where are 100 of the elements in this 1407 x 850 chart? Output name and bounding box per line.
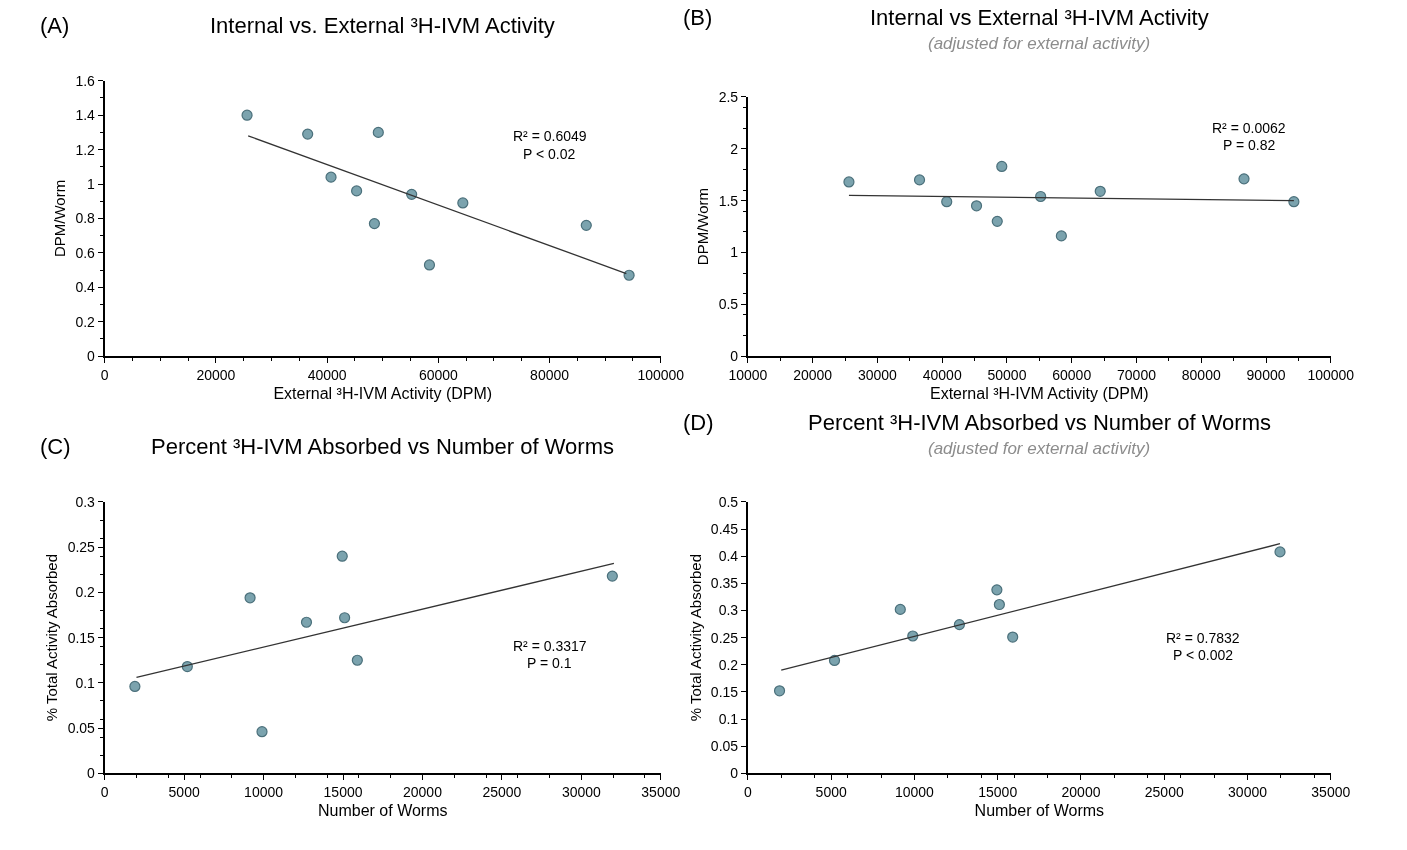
x-tick-label: 30000 [1228, 784, 1268, 801]
x-tick-label: 25000 [1144, 784, 1184, 801]
chart-title: Percent ³H-IVM Absorbed vs Number of Worms [808, 410, 1271, 435]
point [991, 215, 1003, 227]
y-axis-title: DPM/Worm [51, 179, 69, 258]
x-tick-label: 5000 [815, 784, 847, 801]
point [993, 598, 1005, 611]
y-tick-label: 1 [730, 244, 739, 261]
point [129, 680, 141, 693]
annotation: P = 0.82 [1223, 137, 1276, 153]
chart-title: Internal vs. External ³H-IVM Activity [210, 13, 555, 38]
y-tick-label: 1.2 [75, 141, 96, 158]
x-tick-label: 100000 [1307, 366, 1355, 383]
x-tick-label: 40000 [307, 366, 347, 383]
point [325, 171, 337, 183]
y-tick-label: 0.1 [718, 710, 739, 727]
x-tick-label: 0 [100, 366, 109, 383]
y-tick-label: 0 [730, 765, 739, 782]
point [336, 550, 348, 562]
y-tick-label: 0.8 [75, 210, 96, 227]
y-tick-label: 0.25 [67, 539, 96, 556]
point [423, 259, 436, 271]
x-tick-label: 35000 [1311, 784, 1351, 801]
point [1094, 185, 1106, 197]
point [339, 612, 351, 624]
x-tick-label: 5000 [168, 784, 200, 801]
y-tick-label: 0.4 [718, 548, 739, 565]
point [580, 219, 592, 231]
point [623, 269, 635, 281]
x-tick-label: 10000 [728, 366, 768, 383]
point [996, 160, 1008, 173]
x-axis-title: External ³H-IVM Activity (DPM) [930, 385, 1149, 403]
x-tick-label: 20000 [793, 366, 833, 383]
x-tick-label: 20000 [196, 366, 236, 383]
x-tick-label: 80000 [1181, 366, 1221, 383]
y-tick-label: 0.6 [75, 244, 96, 261]
point [302, 128, 314, 140]
x-tick-label: 90000 [1246, 366, 1286, 383]
point [894, 603, 906, 615]
y-tick-label: 0.05 [67, 719, 96, 736]
y-tick-label: 0.25 [710, 629, 739, 646]
y-tick-label: 1.4 [75, 107, 96, 124]
chart-subtitle: (adjusted for external activity) [928, 34, 1151, 53]
y-tick-label: 2 [730, 140, 739, 157]
y-tick-label: 2.5 [718, 88, 739, 105]
x-tick-label: 30000 [857, 366, 898, 383]
x-tick-label: 100000 [637, 366, 685, 383]
y-tick-label: 0 [87, 348, 96, 365]
point [368, 218, 381, 230]
annotation: R² = 0.3317 [513, 638, 587, 654]
y-tick-label: 0.45 [710, 520, 739, 537]
y-tick-label: 0.15 [67, 629, 96, 646]
point [843, 176, 855, 188]
x-axis-title: Number of Worms [317, 802, 448, 820]
y-tick-label: 0.1 [75, 674, 96, 691]
y-tick-label: 0.2 [75, 584, 96, 601]
y-tick-label: 0.2 [718, 656, 739, 673]
chart-title: Internal vs External ³H-IVM Activity [870, 5, 1209, 30]
annotation: P = 0.1 [527, 655, 572, 671]
point [1238, 173, 1250, 185]
point [457, 197, 469, 209]
annotation: R² = 0.7832 [1166, 630, 1240, 646]
text: (D) [683, 410, 714, 435]
y-tick-label: 0.2 [75, 313, 96, 330]
x-tick-label: 25000 [482, 784, 522, 801]
y-tick-label: 0.3 [718, 602, 739, 619]
point [773, 685, 786, 697]
point [1288, 196, 1300, 208]
x-tick-label: 60000 [1052, 366, 1092, 383]
point [606, 570, 618, 582]
point [372, 126, 384, 138]
x-tick-label: 10000 [244, 784, 284, 801]
point [1055, 230, 1067, 242]
x-axis-title: External ³H-IVM Activity (DPM) [273, 385, 493, 403]
y-axis-title: % Total Activity Absorbed [43, 553, 61, 722]
y-tick-label: 0.5 [718, 493, 739, 510]
text: (A) [40, 13, 70, 38]
x-tick-label: 15000 [978, 784, 1018, 801]
point [244, 592, 256, 604]
point [256, 726, 268, 738]
point [351, 654, 363, 666]
x-tick-label: 0 [744, 784, 752, 801]
y-tick-label: 1.6 [75, 72, 96, 89]
text: (C) [40, 434, 71, 459]
point [970, 200, 983, 212]
x-tick-label: 60000 [418, 366, 459, 383]
x-tick-label: 20000 [403, 784, 443, 801]
x-tick-label: 40000 [922, 366, 962, 383]
point [241, 109, 253, 121]
y-tick-label: 0.4 [75, 279, 96, 296]
text: (B) [683, 5, 713, 30]
x-tick-label: 10000 [894, 784, 935, 801]
y-tick-label: 1.5 [718, 192, 739, 209]
y-axis-title: % Total Activity Absorbed [686, 553, 704, 722]
x-tick-label: 80000 [530, 366, 570, 383]
y-tick-label: 0 [730, 348, 739, 365]
point [913, 174, 926, 186]
y-tick-label: 0.15 [710, 683, 739, 700]
y-tick-label: 0.05 [710, 738, 739, 755]
point [300, 616, 313, 628]
